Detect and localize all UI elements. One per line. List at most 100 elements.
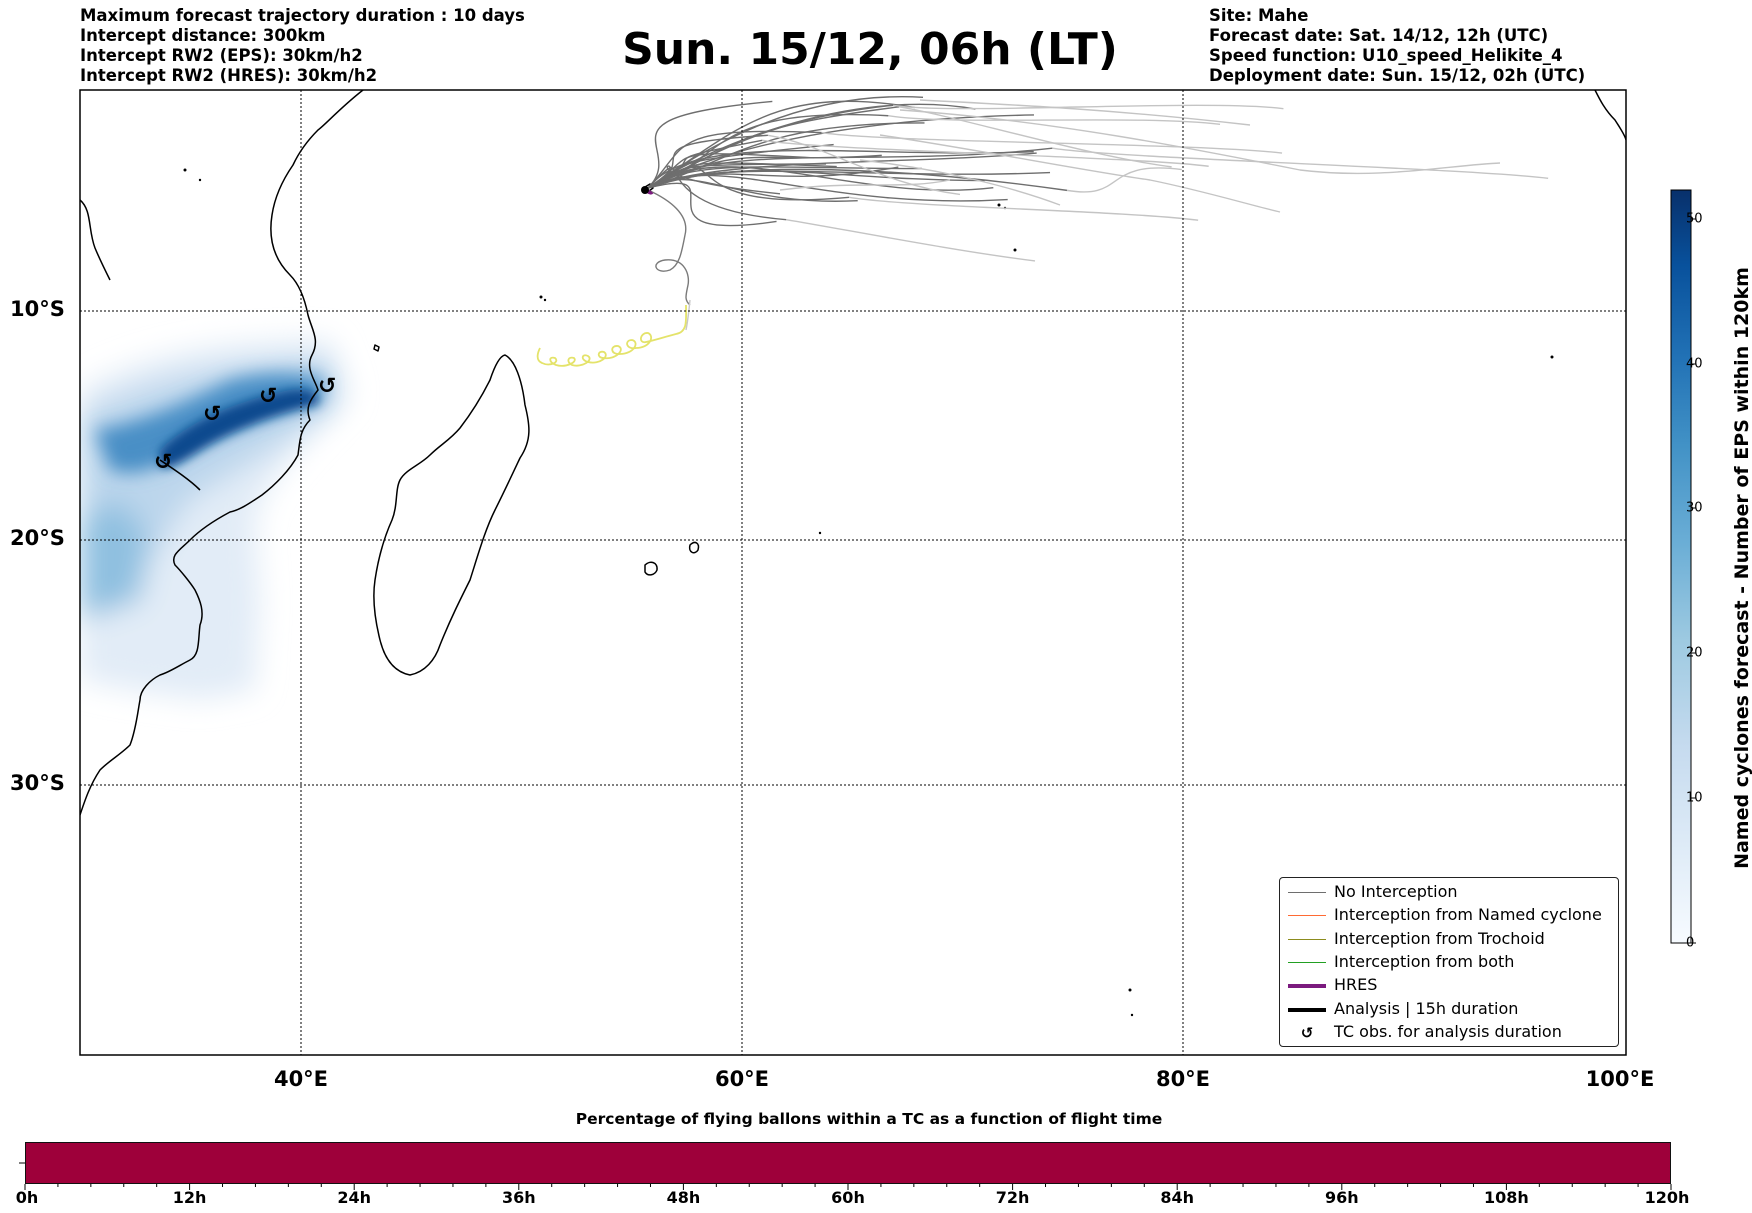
time-bar-ticks (19, 1162, 1672, 1190)
trajectory-line-light (888, 115, 1221, 126)
lon-label-40e: 40°E (273, 1067, 329, 1091)
colorbar-tick-labels: 0 10 20 30 40 50 (1686, 190, 1726, 951)
page-title: Sun. 15/12, 06h (LT) (622, 24, 1118, 75)
time-bar-tick-label: 24h (337, 1188, 372, 1207)
colorbar-tick-label: 0 (1686, 935, 1695, 951)
africa-coast (80, 90, 364, 816)
legend-label: Analysis | 15h duration (1334, 999, 1519, 1018)
lat-label-30s: 30°S (10, 771, 65, 795)
tc-obs-marker: ↺ (259, 384, 277, 409)
time-bar-tick-label: 72h (995, 1188, 1030, 1207)
colorbar-title: Named cyclones forecast - Number of EPS … (1731, 267, 1752, 869)
header-left-line: Maximum forecast trajectory duration : 1… (80, 6, 525, 25)
legend-label: Interception from both (1334, 952, 1515, 971)
tc-obs-marker: ↺ (318, 374, 336, 399)
yellow-trajectory (536, 304, 688, 367)
southward-trajectory-light (685, 299, 691, 331)
time-bar-tick-label: 96h (1324, 1188, 1359, 1207)
map-legend: No Interception Interception from Named … (1279, 877, 1619, 1047)
trajectory-line-light (1052, 147, 1549, 180)
arabia-coast (80, 199, 111, 281)
time-bar-tick-label: 108h (1483, 1188, 1529, 1207)
header-left-line: Intercept RW2 (HRES): 30km/h2 (80, 66, 378, 85)
legend-label: Interception from Trochoid (1334, 929, 1545, 948)
legend-item-named-cyclone: Interception from Named cyclone (1280, 904, 1618, 928)
lon-label-100e: 100°E (1585, 1067, 1655, 1091)
comoros-island (373, 344, 380, 352)
legend-item-trochoid: Interception from Trochoid (1280, 928, 1618, 952)
trajectory-line-light (879, 134, 1281, 213)
header-right: Site: Mahe Forecast date: Sat. 14/12, 12… (1209, 6, 1585, 86)
trajectory-line (647, 174, 1008, 202)
header-right-line: Site: Mahe (1209, 6, 1309, 25)
header-left: Maximum forecast trajectory duration : 1… (80, 6, 525, 86)
legend-item-analysis: Analysis | 15h duration (1280, 998, 1618, 1022)
trajectory-line (647, 114, 1034, 189)
lat-label-10s: 10°S (10, 297, 65, 321)
trajectory-line (647, 113, 889, 189)
header-left-line: Intercept RW2 (EPS): 30km/h2 (80, 46, 363, 65)
madagascar-coast (373, 354, 530, 676)
trajectory-line-light (779, 179, 951, 191)
trajectory-line-light (786, 218, 1036, 262)
lat-label-20s: 20°S (10, 526, 65, 550)
header-right-line: Speed function: U10_speed_Helikite_4 (1209, 46, 1563, 65)
trajectory-line-light (821, 131, 1283, 154)
lon-label-60e: 60°E (714, 1067, 770, 1091)
time-bar-tick-label: 36h (501, 1188, 536, 1207)
trajectory-line-light (859, 159, 1061, 206)
mascarene-island (644, 561, 658, 576)
no-interception-trajectories (647, 95, 1549, 331)
trajectory-line-light (849, 196, 1199, 221)
southward-trajectory (647, 189, 691, 306)
colorbar (1670, 189, 1692, 944)
time-bar-tick-label: 12h (172, 1188, 207, 1207)
time-bar-tick-label: 48h (666, 1188, 701, 1207)
legend-label: No Interception (1334, 882, 1458, 901)
trajectory-line (647, 182, 777, 227)
trajectory-line-light (919, 99, 1251, 126)
legend-item-both: Interception from both (1280, 951, 1618, 975)
tc-obs-icon: ↺ (1300, 1024, 1314, 1042)
legend-item-hres: HRES (1280, 974, 1618, 998)
colorbar-tick-label: 30 (1686, 500, 1703, 516)
time-bar-tick-label: 84h (1160, 1188, 1195, 1207)
legend-item-tc-obs: ↺ TC obs. for analysis duration (1280, 1021, 1618, 1045)
map-frame (79, 89, 1627, 1056)
lon-label-80e: 80°E (1155, 1067, 1211, 1091)
trajectory-line (647, 165, 781, 195)
colorbar-tick-label: 50 (1686, 211, 1703, 227)
trajectory-line (647, 122, 925, 189)
trajectory-line-light (898, 106, 1172, 168)
trajectory-line-light (762, 139, 1209, 167)
north-coast-right (1594, 90, 1626, 141)
graticule (80, 90, 1626, 1055)
legend-label: Interception from Named cyclone (1334, 905, 1602, 924)
coastlines (80, 90, 1626, 816)
header-right-line: Forecast date: Sat. 14/12, 12h (UTC) (1209, 26, 1549, 45)
header-right-line: Deployment date: Sun. 15/12, 02h (UTC) (1209, 66, 1586, 85)
tc-obs-markers: ↺ ↺ ↺ ↺ (154, 374, 336, 475)
time-bar-title: Percentage of flying ballons within a TC… (575, 1110, 1163, 1128)
analysis-track (159, 459, 201, 491)
time-bar-tick-label: 120h (1644, 1188, 1690, 1207)
colorbar-ticks (1691, 218, 1696, 944)
legend-label: HRES (1334, 975, 1378, 994)
trajectory-line (647, 100, 773, 189)
small-islands (183, 168, 1554, 1017)
colorbar-tick-label: 10 (1686, 790, 1703, 806)
time-bar (25, 1142, 1671, 1184)
trajectory-line-light (767, 134, 961, 196)
reunion-island (688, 541, 700, 554)
header-left-line: Intercept distance: 300km (80, 26, 326, 45)
colorbar-tick-label: 40 (1686, 356, 1703, 372)
trajectory-line-light (1066, 167, 1182, 193)
legend-label: TC obs. for analysis duration (1334, 1022, 1562, 1041)
time-bar-tick-label: 0h (15, 1188, 39, 1207)
trajectory-line-light (893, 104, 1284, 110)
tc-obs-marker: ↺ (154, 450, 172, 475)
colorbar-tick-label: 20 (1686, 645, 1703, 661)
trajectory-line (647, 143, 834, 189)
release-site-marker (641, 186, 649, 194)
